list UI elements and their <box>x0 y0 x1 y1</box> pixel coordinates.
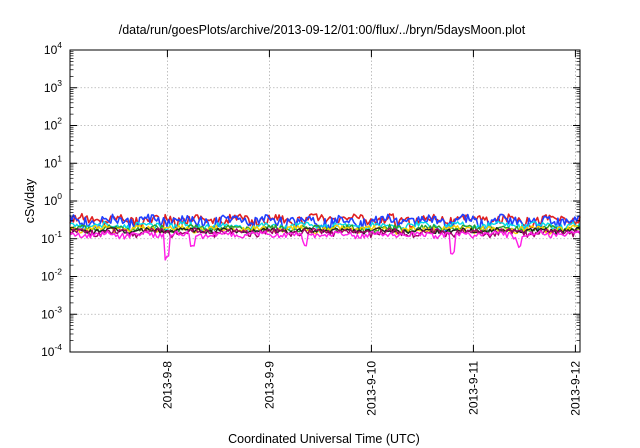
x-tick-label: 2013-9-12 <box>568 361 582 416</box>
x-tick-label: 2013-9-9 <box>262 361 276 409</box>
x-tick-label: 2013-9-8 <box>160 361 174 409</box>
x-tick-label: 2013-9-10 <box>364 361 378 416</box>
series-line <box>69 220 581 233</box>
y-axis-label: cSv/day <box>23 178 37 223</box>
y-tick-label: 10-2 <box>41 267 62 284</box>
y-tick-label: 101 <box>44 153 62 170</box>
y-tick-label: 103 <box>44 78 62 95</box>
plot-frame <box>69 49 581 353</box>
y-tick-label: 10-3 <box>41 304 62 321</box>
y-tick-label: 10-4 <box>41 342 62 359</box>
y-tick-label: 104 <box>44 40 62 57</box>
x-tick-label: 2013-9-11 <box>466 361 480 415</box>
y-tick-label: 102 <box>44 116 62 133</box>
chart-title: /data/run/goesPlots/archive/2013-09-12/0… <box>119 23 526 37</box>
series-line <box>69 224 581 236</box>
series-group <box>69 212 581 261</box>
x-axis-label: Coordinated Universal Time (UTC) <box>228 432 420 446</box>
grid <box>70 50 580 352</box>
series-line <box>69 213 581 234</box>
ticks: 10-4 10-3 10-2 10-1 100 101 102 103 104 2013-9-8 2… <box>41 40 582 416</box>
y-tick-label: 100 <box>44 191 62 208</box>
series-line <box>69 230 581 261</box>
y-tick-label: 10-1 <box>41 229 62 246</box>
